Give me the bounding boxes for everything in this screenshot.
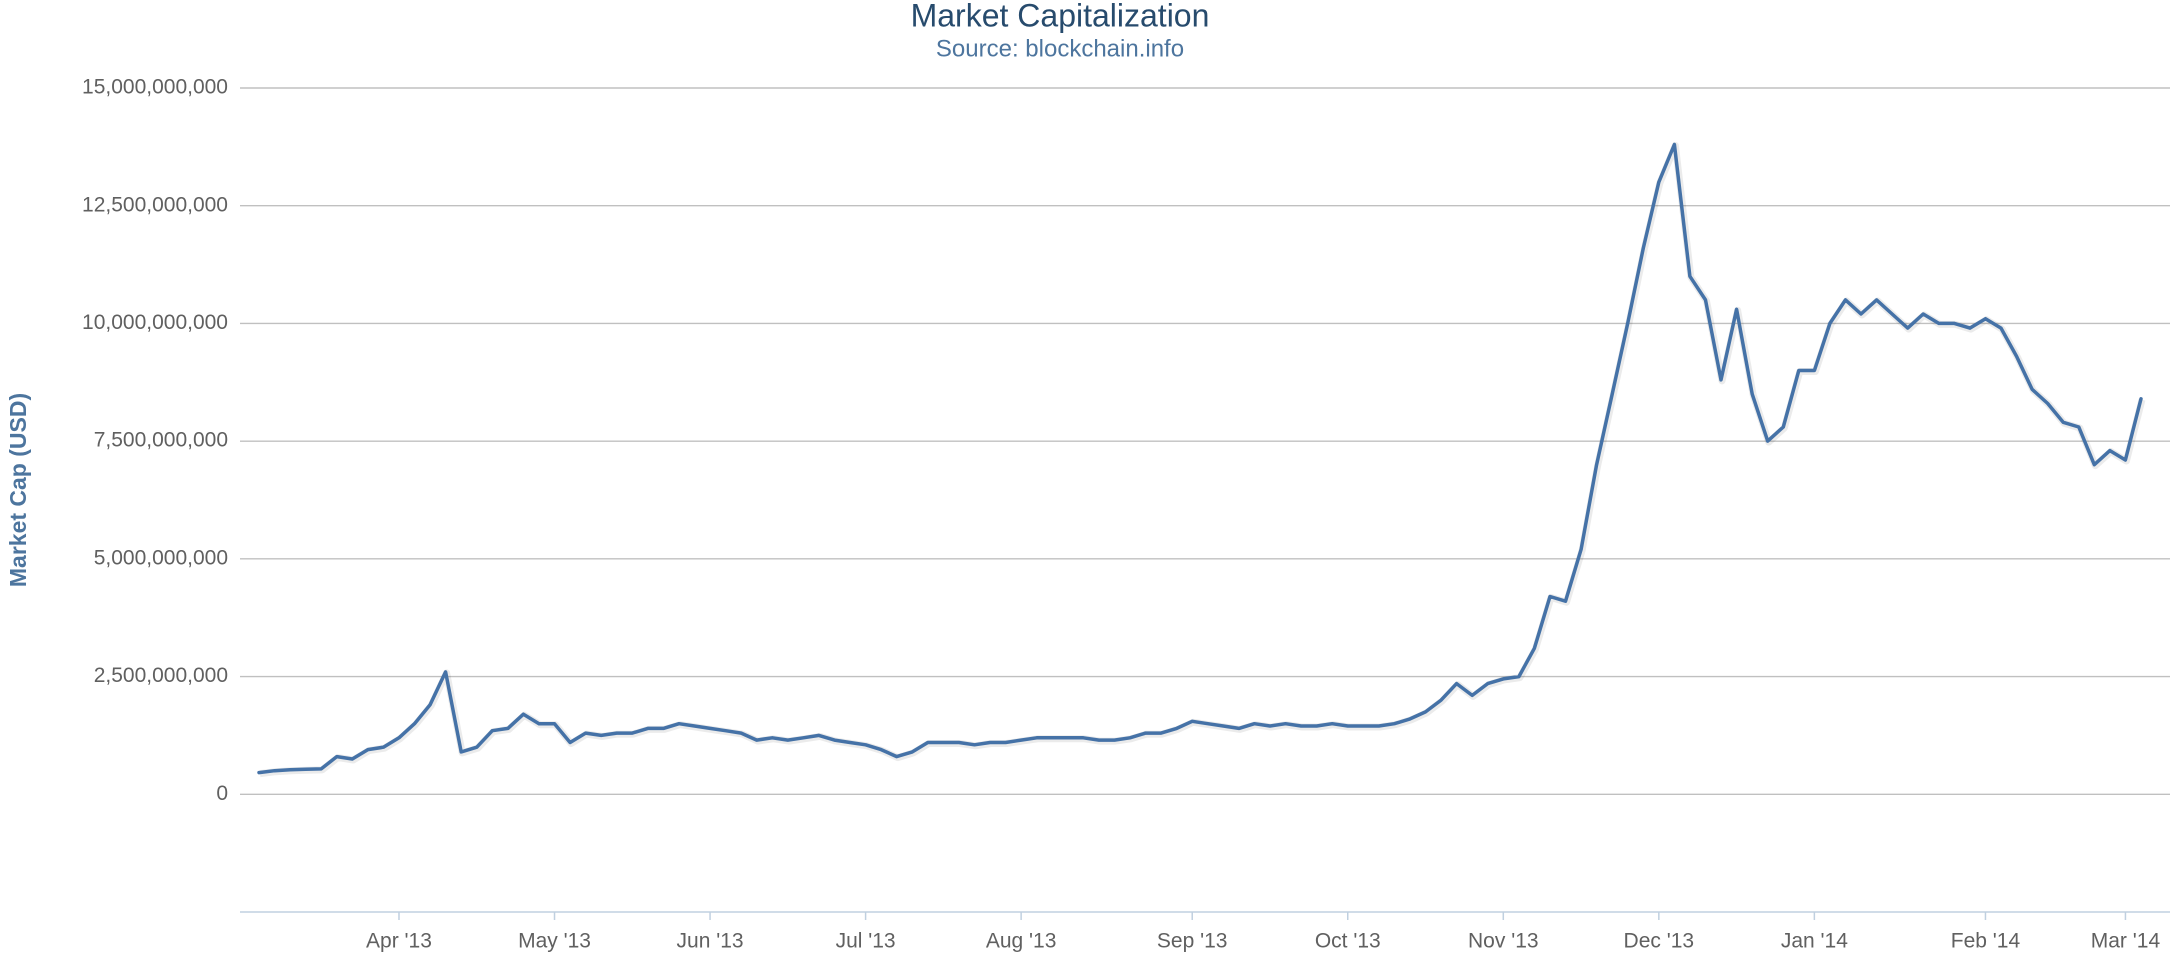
- y-tick-label: 5,000,000,000: [94, 546, 228, 569]
- line-shadow: [259, 142, 2146, 778]
- x-tick-label: Oct '13: [1315, 930, 1381, 953]
- y-axis-title: Market Cap (USD): [5, 393, 31, 587]
- x-tick-label: Jul '13: [836, 930, 896, 953]
- x-tick-label: Sep '13: [1157, 930, 1228, 953]
- x-tick-label: Jan '14: [1781, 930, 1848, 953]
- x-tick-label: Dec '13: [1624, 930, 1695, 953]
- chart-title: Market Capitalization: [911, 0, 1210, 33]
- x-tick-label: Mar '14: [2091, 930, 2161, 953]
- x-tick-label: Aug '13: [986, 930, 1057, 953]
- y-tick-label: 7,500,000,000: [94, 429, 228, 452]
- y-tick-label: 2,500,000,000: [94, 664, 228, 687]
- y-tick-label: 15,000,000,000: [82, 76, 228, 99]
- x-tick-label: Nov '13: [1468, 930, 1539, 953]
- data-line: [257, 142, 2143, 775]
- y-tick-label: 12,500,000,000: [82, 193, 228, 216]
- x-tick-label: Apr '13: [366, 930, 432, 953]
- x-tick-label: Feb '14: [1951, 930, 2021, 953]
- y-tick-label: 10,000,000,000: [82, 311, 228, 334]
- chart-subtitle: Source: blockchain.info: [936, 35, 1184, 62]
- x-tick-label: May '13: [518, 930, 591, 953]
- y-tick-label: 0: [216, 782, 228, 805]
- x-tick-label: Jun '13: [677, 930, 744, 953]
